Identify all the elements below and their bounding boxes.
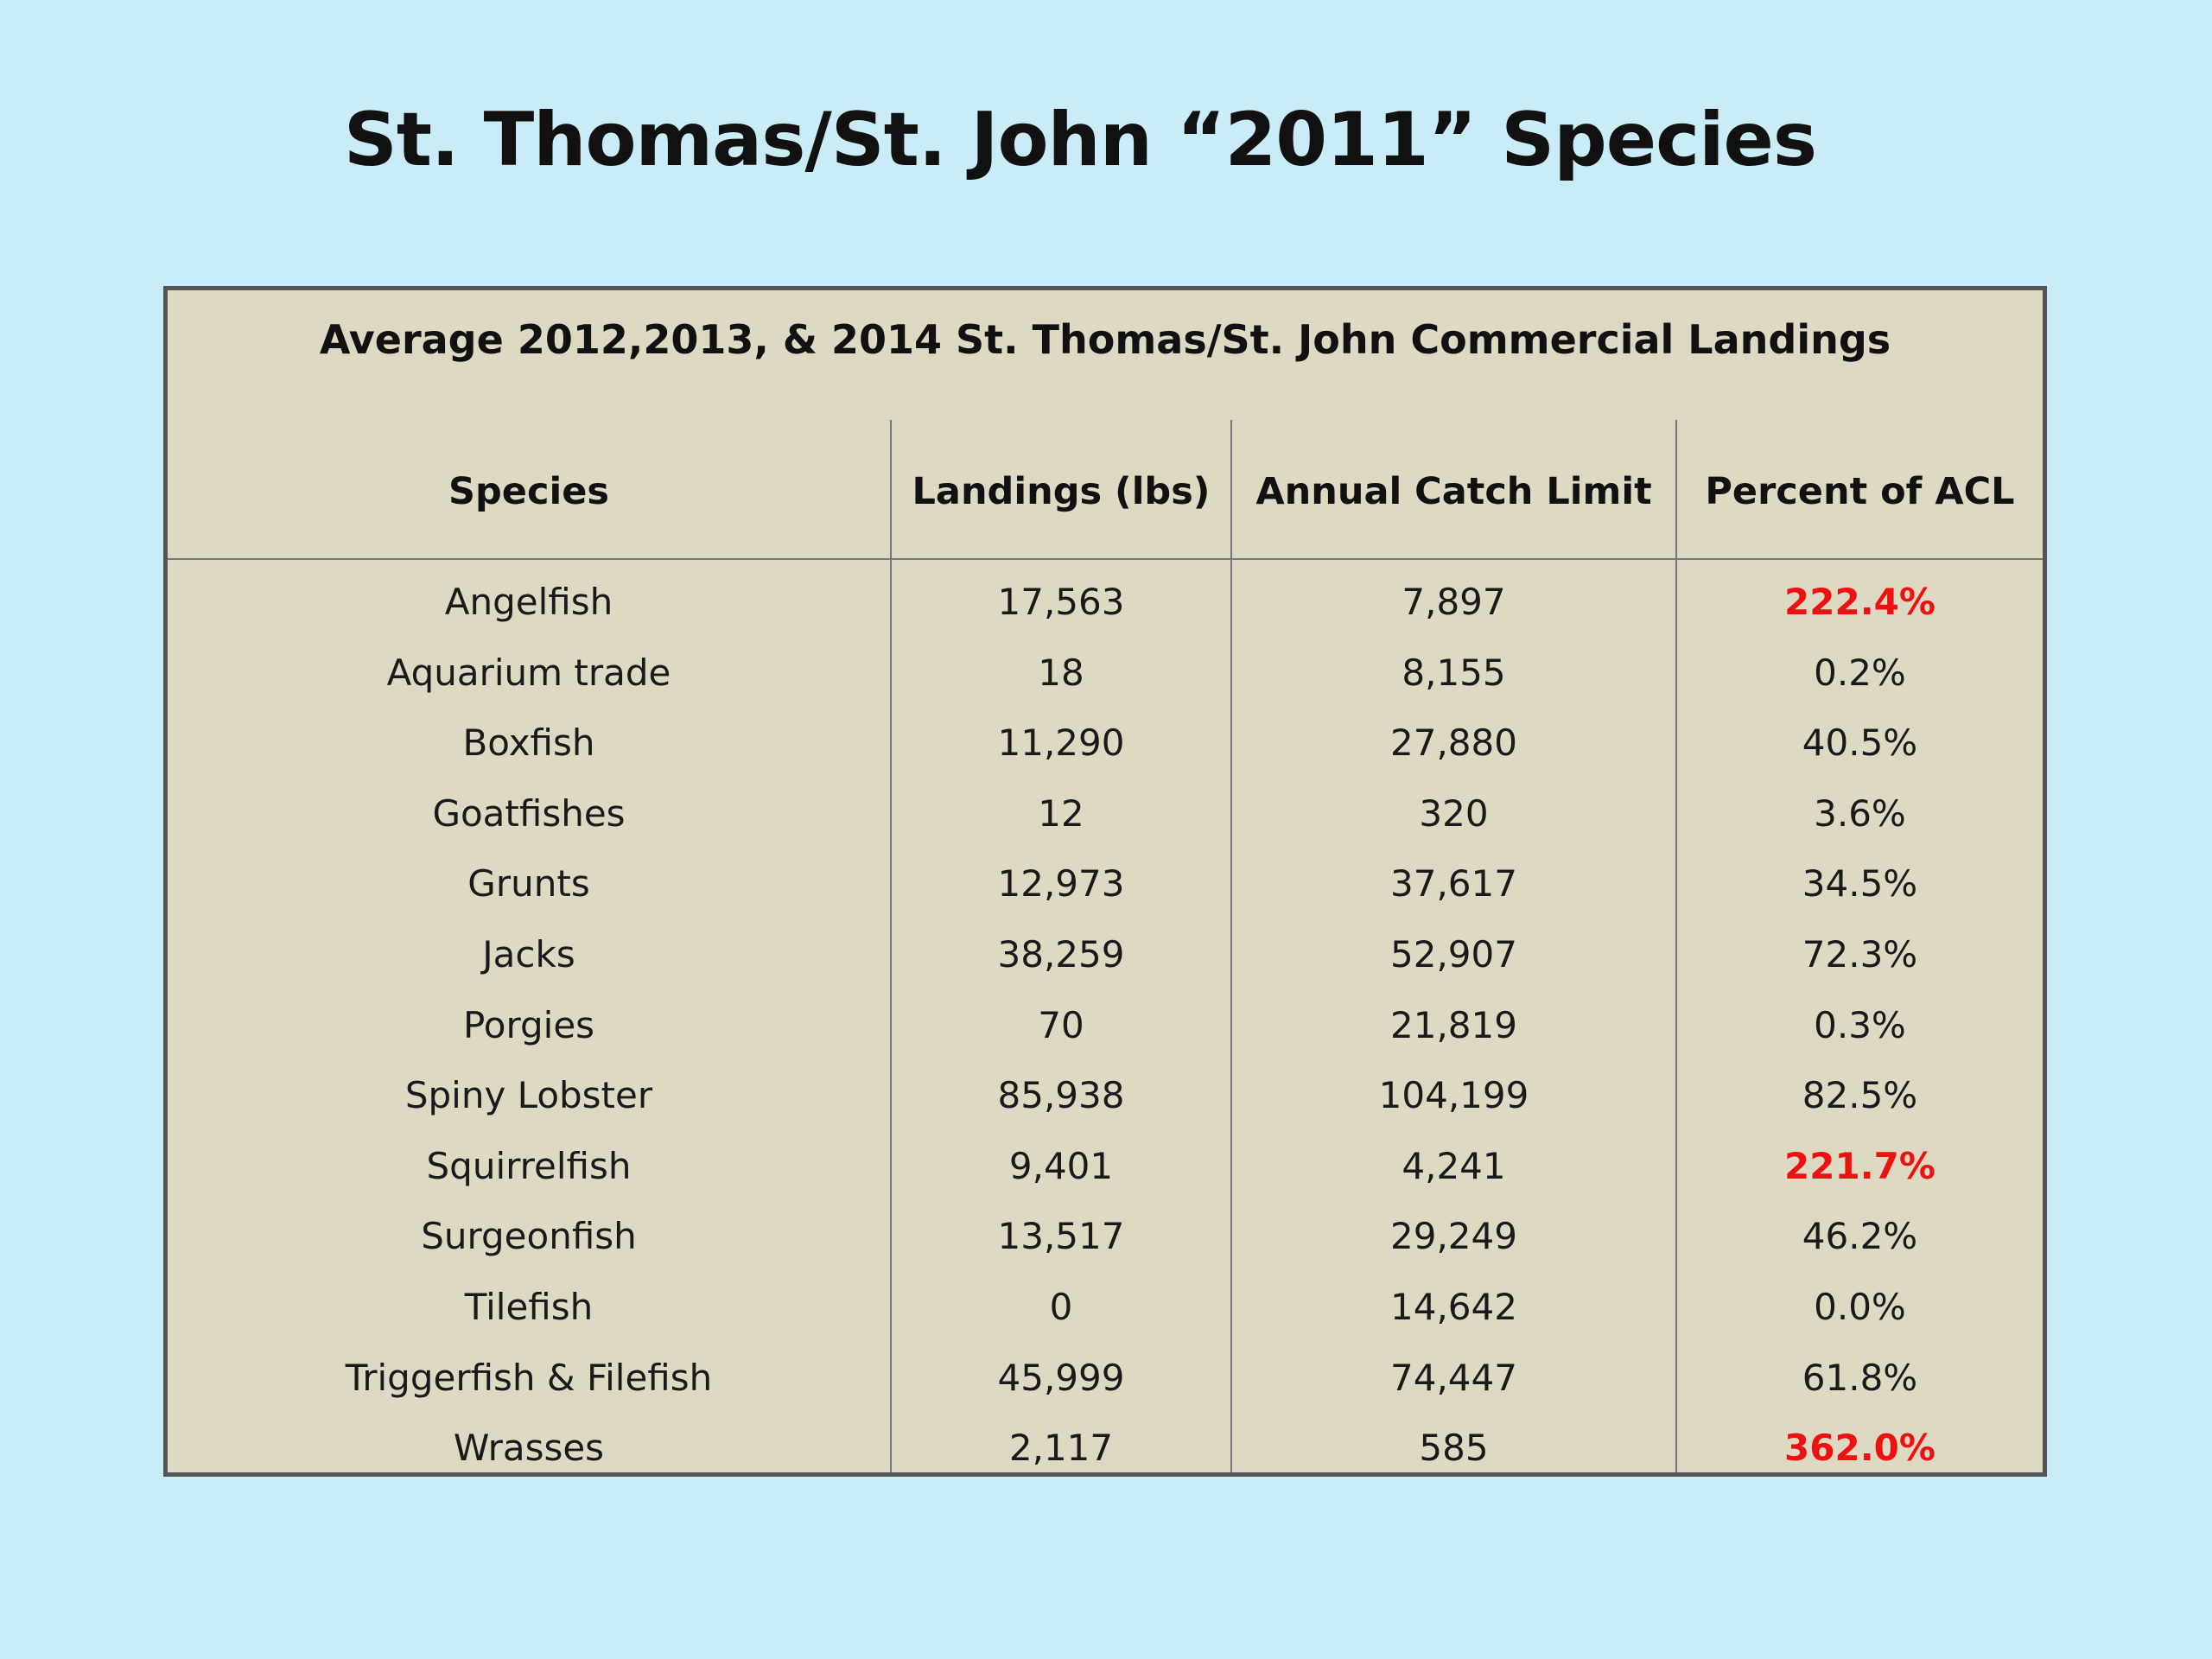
- percent-cell: 362.0%: [1784, 1427, 1936, 1470]
- acl-cell: 104,199: [1378, 1074, 1529, 1117]
- landings-cell: 85,938: [997, 1074, 1125, 1117]
- table-row: Angelfish 17,563 7,897 222.4%: [168, 567, 2043, 638]
- percent-cell: 61.8%: [1802, 1356, 1918, 1399]
- landings-cell: 18: [1038, 651, 1084, 694]
- header-percent-of-acl: Percent of ACL: [1705, 470, 2015, 513]
- acl-cell: 320: [1419, 791, 1489, 835]
- table-row: Goatfishes 12 320 3.6%: [168, 779, 2043, 849]
- acl-cell: 585: [1419, 1427, 1489, 1470]
- percent-cell: 0.2%: [1814, 651, 1906, 694]
- landings-cell: 45,999: [997, 1356, 1125, 1399]
- table-row: Triggerfish & Filefish 45,999 74,447 61.8%: [168, 1343, 2043, 1414]
- landings-cell: 12,973: [997, 862, 1125, 906]
- header-species: Species: [448, 470, 609, 513]
- species-cell: Aquarium trade: [386, 651, 671, 694]
- percent-cell: 34.5%: [1802, 862, 1918, 906]
- table-row: Boxfish 11,290 27,880 40.5%: [168, 708, 2043, 779]
- percent-cell: 0.3%: [1814, 1003, 1906, 1046]
- percent-cell: 3.6%: [1814, 791, 1906, 835]
- header-annual-catch-limit: Annual Catch Limit: [1255, 470, 1652, 513]
- acl-cell: 74,447: [1390, 1356, 1517, 1399]
- acl-cell: 21,819: [1390, 1003, 1517, 1046]
- percent-cell: 82.5%: [1802, 1074, 1918, 1117]
- table-row: Spiny Lobster 85,938 104,199 82.5%: [168, 1060, 2043, 1131]
- percent-cell: 0.0%: [1814, 1286, 1906, 1328]
- landings-cell: 17,563: [997, 581, 1125, 623]
- percent-cell: 46.2%: [1802, 1215, 1918, 1258]
- acl-cell: 29,249: [1390, 1215, 1517, 1258]
- species-cell: Grunts: [467, 862, 590, 906]
- slide-title: St. Thomas/St. John “2011” Species: [343, 97, 1817, 183]
- acl-cell: 14,642: [1390, 1286, 1517, 1328]
- landings-cell: 70: [1038, 1003, 1084, 1046]
- percent-cell: 221.7%: [1784, 1144, 1936, 1187]
- percent-cell: 222.4%: [1784, 581, 1936, 623]
- table-row: Porgies 70 21,819 0.3%: [168, 990, 2043, 1061]
- landings-cell: 2,117: [1008, 1427, 1114, 1470]
- column-divider: [1230, 420, 1232, 1472]
- species-cell: Wrasses: [453, 1427, 605, 1470]
- species-cell: Goatfishes: [432, 791, 626, 835]
- acl-cell: 52,907: [1390, 933, 1517, 976]
- species-cell: Tilefish: [464, 1286, 594, 1328]
- acl-cell: 7,897: [1402, 581, 1506, 623]
- species-cell: Spiny Lobster: [404, 1074, 653, 1117]
- acl-cell: 37,617: [1390, 862, 1517, 906]
- species-cell: Angelfish: [444, 581, 613, 623]
- column-divider: [1675, 420, 1677, 1472]
- species-cell: Jacks: [482, 933, 575, 976]
- acl-cell: 27,880: [1390, 721, 1517, 765]
- species-cell: Squirrelfish: [426, 1144, 632, 1187]
- percent-cell: 40.5%: [1802, 721, 1918, 765]
- species-cell: Porgies: [462, 1003, 595, 1046]
- table-header-row: Species Landings (lbs) Annual Catch Limi…: [168, 456, 2043, 527]
- table-row: Surgeonfish 13,517 29,249 46.2%: [168, 1201, 2043, 1272]
- acl-cell: 4,241: [1402, 1144, 1506, 1187]
- acl-cell: 8,155: [1402, 651, 1506, 694]
- table-row: Squirrelfish 9,401 4,241 221.7%: [168, 1131, 2043, 1202]
- table-row: Jacks 38,259 52,907 72.3%: [168, 919, 2043, 990]
- landings-cell: 9,401: [1008, 1144, 1114, 1187]
- species-cell: Boxfish: [462, 721, 595, 765]
- table-row: Tilefish 0 14,642 0.0%: [168, 1272, 2043, 1343]
- landings-table: Average 2012,2013, & 2014 St. Thomas/St.…: [163, 286, 2047, 1477]
- landings-cell: 38,259: [997, 933, 1125, 976]
- landings-cell: 11,290: [997, 721, 1125, 765]
- table-row: Grunts 12,973 37,617 34.5%: [168, 849, 2043, 919]
- landings-cell: 13,517: [997, 1215, 1125, 1258]
- species-cell: Surgeonfish: [421, 1215, 637, 1258]
- percent-cell: 72.3%: [1802, 933, 1918, 976]
- header-divider: [168, 558, 2043, 560]
- header-landings: Landings (lbs): [912, 470, 1211, 513]
- table-row: Aquarium trade 18 8,155 0.2%: [168, 638, 2043, 709]
- table-row: Wrasses 2,117 585 362.0%: [168, 1413, 2043, 1484]
- table-caption: Average 2012,2013, & 2014 St. Thomas/St.…: [319, 316, 1891, 363]
- landings-cell: 0: [1049, 1286, 1073, 1328]
- column-divider: [890, 420, 892, 1472]
- landings-cell: 12: [1038, 791, 1084, 835]
- species-cell: Triggerfish & Filefish: [345, 1356, 713, 1399]
